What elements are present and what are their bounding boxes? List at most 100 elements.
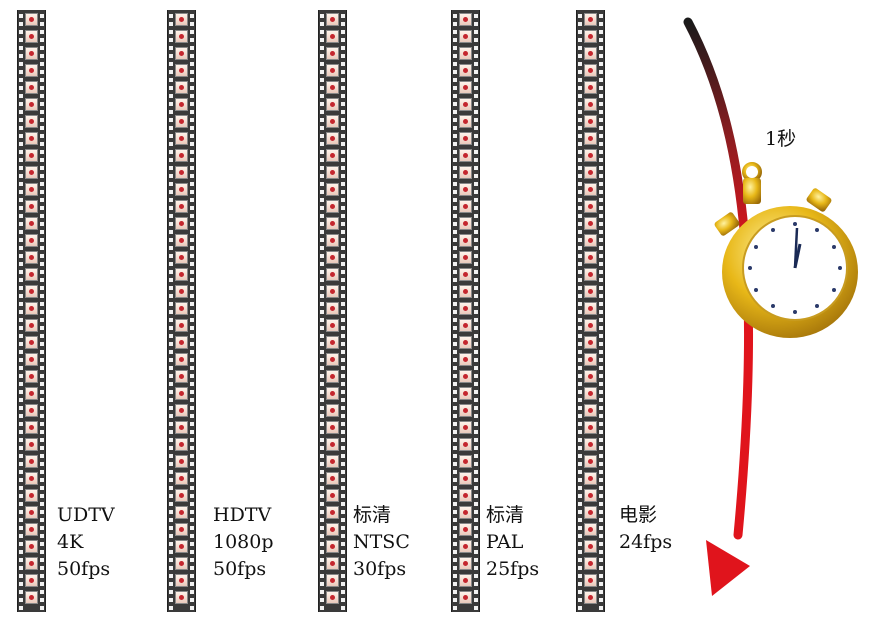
frame-number-mark bbox=[29, 85, 34, 90]
film-frame bbox=[326, 251, 339, 264]
frame-number-mark bbox=[463, 408, 468, 413]
film-frame bbox=[326, 506, 339, 519]
film-frame bbox=[25, 353, 38, 366]
format-label-line: 标清 bbox=[486, 504, 525, 526]
frame-number-mark bbox=[463, 51, 468, 56]
film-frame bbox=[584, 353, 597, 366]
film-frame bbox=[459, 302, 472, 315]
frame-number-mark bbox=[330, 493, 335, 498]
frame-number-mark bbox=[179, 357, 184, 362]
frame-number-mark bbox=[463, 578, 468, 583]
frame-number-mark bbox=[330, 340, 335, 345]
film-frame bbox=[459, 438, 472, 451]
film-frame bbox=[25, 98, 38, 111]
frame-number-mark bbox=[463, 187, 468, 192]
frame-number-mark bbox=[330, 442, 335, 447]
frame-number-mark bbox=[29, 51, 34, 56]
film-frame bbox=[584, 200, 597, 213]
film-frame bbox=[175, 64, 188, 77]
film-frame bbox=[459, 251, 472, 264]
film-frame bbox=[175, 336, 188, 349]
film-frame bbox=[459, 523, 472, 536]
frame-number-mark bbox=[29, 340, 34, 345]
frame-number-mark bbox=[588, 136, 593, 141]
frame-number-mark bbox=[330, 221, 335, 226]
frame-number-mark bbox=[330, 374, 335, 379]
clock-hand-hour bbox=[793, 243, 802, 269]
format-label-line: 电影 bbox=[619, 504, 658, 526]
frame-number-mark bbox=[179, 85, 184, 90]
frame-number-mark bbox=[330, 17, 335, 22]
film-frame bbox=[175, 13, 188, 26]
frame-number-mark bbox=[179, 119, 184, 124]
format-label: UDTV 4K 50fps bbox=[57, 502, 115, 583]
film-frame bbox=[25, 455, 38, 468]
film-frame bbox=[584, 557, 597, 570]
film-frame bbox=[459, 200, 472, 213]
film-frame bbox=[175, 183, 188, 196]
film-frame bbox=[175, 353, 188, 366]
frame-number-mark bbox=[588, 102, 593, 107]
film-frame bbox=[459, 404, 472, 417]
film-frame bbox=[459, 98, 472, 111]
frame-number-mark bbox=[588, 289, 593, 294]
frame-number-mark bbox=[179, 306, 184, 311]
film-frame bbox=[459, 30, 472, 43]
format-label-line: 1080p bbox=[213, 531, 274, 553]
film-frame bbox=[175, 30, 188, 43]
film-frame bbox=[459, 557, 472, 570]
film-frame bbox=[584, 472, 597, 485]
film-frame bbox=[326, 336, 339, 349]
frame-number-mark bbox=[179, 187, 184, 192]
frame-number-mark bbox=[330, 34, 335, 39]
film-frame bbox=[25, 132, 38, 145]
frame-number-mark bbox=[463, 459, 468, 464]
film-frame bbox=[175, 421, 188, 434]
frame-number-mark bbox=[463, 544, 468, 549]
film-frame bbox=[25, 149, 38, 162]
frame-number-mark bbox=[588, 238, 593, 243]
film-frame bbox=[459, 387, 472, 400]
frame-number-mark bbox=[588, 408, 593, 413]
film-frame bbox=[25, 319, 38, 332]
frame-number-mark bbox=[463, 289, 468, 294]
frame-number-mark bbox=[179, 493, 184, 498]
frame-number-mark bbox=[588, 493, 593, 498]
film-frame bbox=[25, 183, 38, 196]
time-arrow-head bbox=[706, 540, 750, 596]
frame-number-mark bbox=[179, 578, 184, 583]
film-frame bbox=[584, 64, 597, 77]
film-frame bbox=[25, 30, 38, 43]
frame-number-mark bbox=[29, 289, 34, 294]
format-label-line: 标清 bbox=[353, 504, 392, 526]
film-frame bbox=[326, 421, 339, 434]
frame-number-mark bbox=[29, 272, 34, 277]
film-frame bbox=[326, 115, 339, 128]
film-frame bbox=[584, 234, 597, 247]
film-frame bbox=[584, 13, 597, 26]
film-frame bbox=[25, 200, 38, 213]
film-frame bbox=[584, 217, 597, 230]
film-frame bbox=[584, 370, 597, 383]
frame-number-mark bbox=[463, 527, 468, 532]
film-frame bbox=[459, 370, 472, 383]
frame-number-mark bbox=[588, 272, 593, 277]
film-frame bbox=[459, 234, 472, 247]
format-label: 标清 PAL 25fps bbox=[486, 502, 539, 583]
film-frame bbox=[175, 489, 188, 502]
frame-number-mark bbox=[29, 255, 34, 260]
frame-number-mark bbox=[463, 119, 468, 124]
frame-number-mark bbox=[330, 527, 335, 532]
film-frame bbox=[326, 64, 339, 77]
format-label-line: 50fps bbox=[57, 558, 111, 580]
frame-number-mark bbox=[588, 153, 593, 158]
frame-number-mark bbox=[179, 544, 184, 549]
frame-number-mark bbox=[330, 153, 335, 158]
frame-number-mark bbox=[588, 323, 593, 328]
film-frame bbox=[459, 472, 472, 485]
film-frame bbox=[326, 81, 339, 94]
frame-number-mark bbox=[588, 119, 593, 124]
frame-number-mark bbox=[330, 68, 335, 73]
film-frame bbox=[175, 200, 188, 213]
film-frame bbox=[25, 115, 38, 128]
